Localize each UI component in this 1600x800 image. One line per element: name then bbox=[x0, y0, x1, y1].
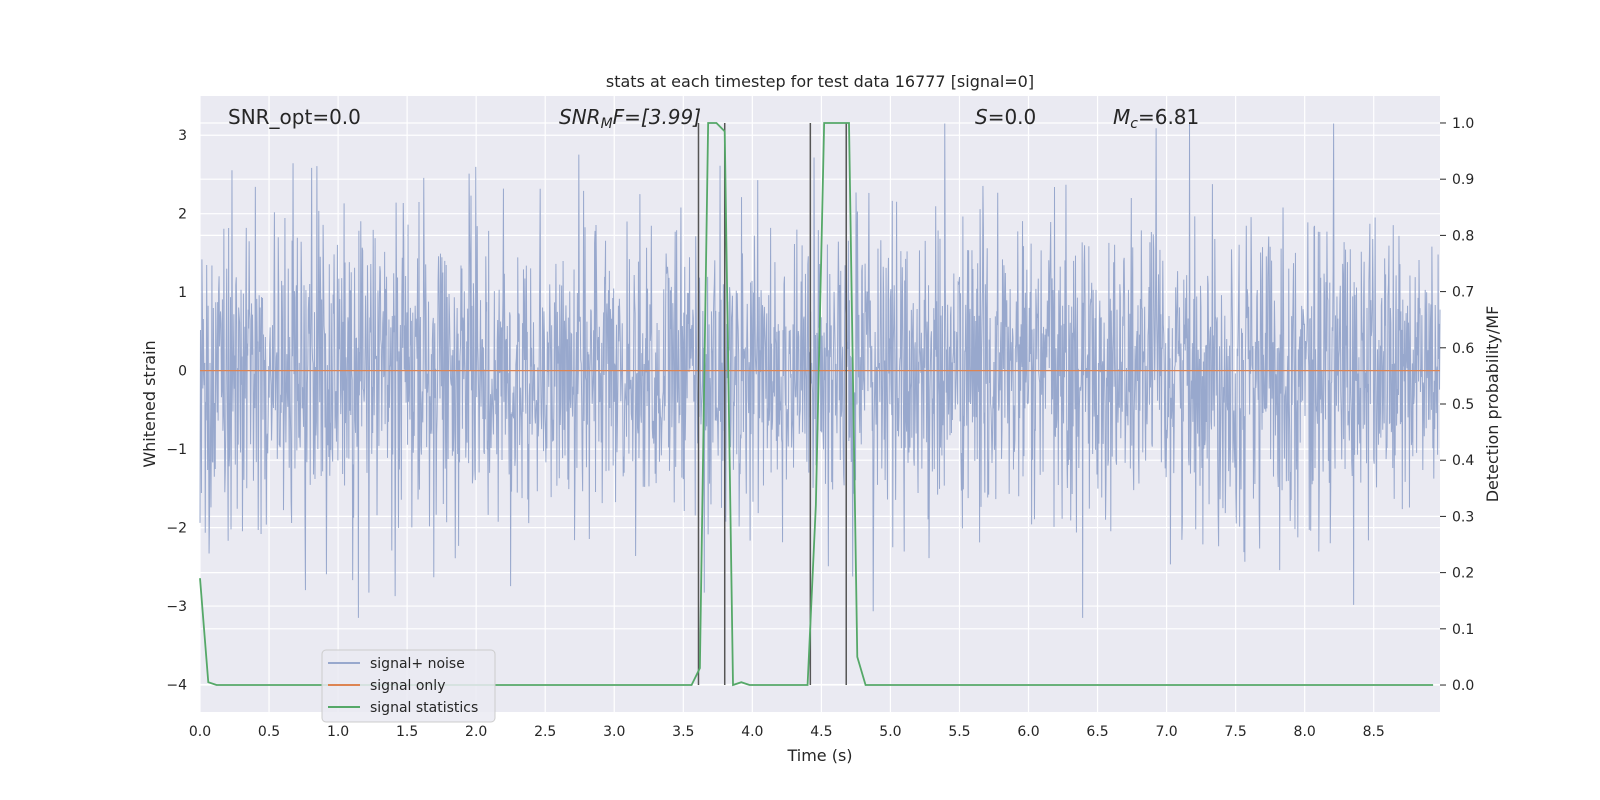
legend-label-signal-only: signal only bbox=[370, 678, 445, 694]
y-tick-label-5: 1 bbox=[178, 285, 187, 301]
y-tick-label-7: 3 bbox=[178, 128, 187, 144]
x-tick-label-5: 2.5 bbox=[534, 724, 556, 740]
y2-tick-label-10: 1.0 bbox=[1452, 116, 1474, 132]
y2-tick-label-7: 0.7 bbox=[1452, 285, 1474, 301]
y-tick-label-3: −1 bbox=[166, 442, 187, 458]
y-axis-label: Whitened strain bbox=[140, 340, 159, 467]
y-tick-label-0: −4 bbox=[166, 678, 187, 694]
y2-tick-label-1: 0.1 bbox=[1452, 622, 1474, 638]
x-tick-label-2: 1.0 bbox=[327, 724, 349, 740]
marker-lines bbox=[697, 122, 847, 686]
x-tick-label-12: 6.0 bbox=[1017, 724, 1039, 740]
y-tick-label-1: −3 bbox=[166, 599, 187, 615]
x-axis-label: Time (s) bbox=[786, 746, 852, 765]
chart-title: stats at each timestep for test data 167… bbox=[606, 72, 1034, 91]
x-tick-label-16: 8.0 bbox=[1294, 724, 1316, 740]
y-tick-label-2: −2 bbox=[166, 521, 187, 537]
x-tick-label-3: 1.5 bbox=[396, 724, 418, 740]
y2-tick-label-3: 0.3 bbox=[1452, 509, 1474, 525]
noise-trace bbox=[199, 123, 1441, 618]
legend: signal+ noise signal only signal statist… bbox=[321, 649, 496, 723]
y2-tick-label-8: 0.8 bbox=[1452, 228, 1474, 244]
annotation-snr-mf: SNRMF=[3.99] bbox=[559, 105, 701, 132]
series-signal-noise bbox=[199, 123, 1441, 618]
x-tick-label-1: 0.5 bbox=[258, 724, 280, 740]
legend-label-signal-statistics: signal statistics bbox=[370, 700, 478, 716]
legend-box bbox=[321, 649, 496, 723]
x-tick-label-8: 4.0 bbox=[741, 724, 763, 740]
annotation-mc: Mc=6.81 bbox=[1113, 105, 1199, 132]
y2-tick-label-6: 0.6 bbox=[1452, 341, 1474, 357]
y2-tick-label-4: 0.4 bbox=[1452, 453, 1474, 469]
y2-tick-label-0: 0.0 bbox=[1452, 678, 1474, 694]
y2-tick-label-5: 0.5 bbox=[1452, 397, 1474, 413]
x-tick-label-14: 7.0 bbox=[1155, 724, 1177, 740]
x-tick-label-11: 5.5 bbox=[948, 724, 970, 740]
x-tick-label-15: 7.5 bbox=[1225, 724, 1247, 740]
x-tick-label-17: 8.5 bbox=[1363, 724, 1385, 740]
x-tick-label-9: 4.5 bbox=[810, 724, 832, 740]
y2-axis-ticks: 0.0 0.1 0.2 0.3 0.4 0.5 0.6 0.7 0.8 0.9 1.0 bbox=[1440, 116, 1474, 694]
y2-tick-label-9: 0.9 bbox=[1452, 172, 1474, 188]
y2-tick-label-2: 0.2 bbox=[1452, 566, 1474, 582]
x-tick-label-6: 3.0 bbox=[603, 724, 625, 740]
x-tick-label-0: 0.0 bbox=[189, 724, 211, 740]
y-tick-label-4: 0 bbox=[178, 364, 187, 380]
x-tick-label-10: 5.0 bbox=[879, 724, 901, 740]
x-tick-label-4: 2.0 bbox=[465, 724, 487, 740]
y2-axis-label: Detection probability/MF bbox=[1483, 306, 1502, 503]
y-axis-ticks: −4 −3 −2 −1 0 1 2 3 bbox=[166, 128, 187, 693]
x-tick-label-7: 3.5 bbox=[672, 724, 694, 740]
x-tick-label-13: 6.5 bbox=[1086, 724, 1108, 740]
annotation-s: S=0.0 bbox=[975, 105, 1036, 129]
x-axis-ticks: 0.0 0.5 1.0 1.5 2.0 2.5 3.0 3.5 4.0 4.5 5.0 5.5 6.0 6… bbox=[189, 724, 1385, 740]
y-tick-label-6: 2 bbox=[178, 207, 187, 223]
annotation-snr-opt: SNR_opt=0.0 bbox=[228, 105, 361, 129]
legend-label-signal-noise: signal+ noise bbox=[370, 656, 465, 672]
